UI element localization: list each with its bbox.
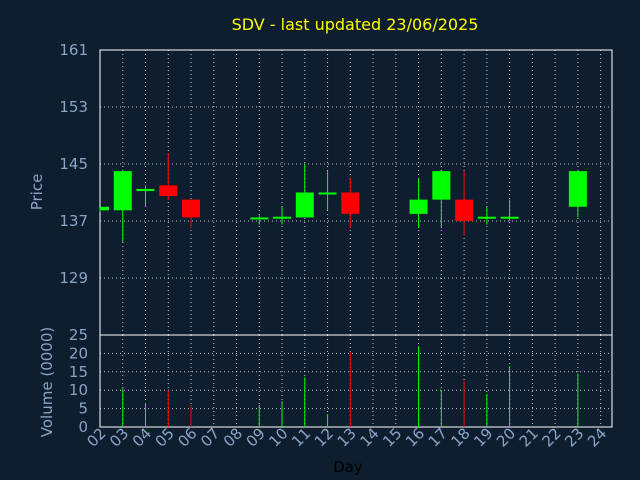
candle-11 — [295, 164, 314, 218]
candlestick-series — [99, 153, 587, 243]
candle-16 — [409, 178, 428, 229]
candle-body — [136, 188, 155, 192]
candle-10 — [273, 206, 292, 225]
price-tick-label: 129 — [59, 269, 88, 287]
volume-axis-label: Volume (0000) — [38, 327, 56, 437]
candle-body — [250, 217, 269, 220]
candle-03 — [113, 171, 132, 243]
candle-body — [500, 216, 519, 219]
candle-06 — [182, 199, 201, 229]
candle-19 — [477, 206, 496, 225]
volume-tick-label: 0 — [78, 418, 88, 436]
candle-body — [159, 185, 178, 197]
candle-02 — [99, 206, 109, 212]
price-axis-label: Price — [28, 174, 46, 211]
volume-tick-label: 5 — [78, 400, 88, 418]
candle-body — [182, 199, 201, 218]
candle-23 — [568, 171, 587, 218]
candle-body — [318, 192, 337, 195]
candle-09 — [250, 215, 269, 225]
candle-20 — [500, 199, 519, 221]
price-gridlines — [100, 50, 612, 335]
price-tick-label: 137 — [59, 212, 88, 230]
candle-body — [568, 171, 587, 207]
candle-body — [477, 216, 496, 219]
day-tick-label: 24 — [584, 424, 610, 450]
candle-body — [295, 192, 314, 218]
price-axis-ticks: 161 153 145 137 129 — [59, 41, 88, 287]
volume-series — [122, 346, 579, 427]
candle-body — [273, 216, 292, 219]
candle-13 — [341, 178, 360, 229]
price-tick-label: 145 — [59, 155, 88, 173]
volume-tick-label: 15 — [69, 363, 88, 381]
price-tick-label: 153 — [59, 98, 88, 116]
candle-05 — [159, 153, 178, 200]
candle-body — [100, 206, 109, 211]
candle-body — [409, 199, 428, 214]
candle-body — [341, 192, 360, 214]
volume-panel — [99, 334, 613, 428]
candle-12 — [318, 171, 337, 211]
price-tick-label: 161 — [59, 41, 88, 59]
candle-body — [113, 171, 132, 211]
day-axis-ticks: 0203040506070809101112131415161718192021… — [83, 424, 610, 450]
candle-04 — [136, 185, 155, 207]
candle-body — [432, 171, 451, 200]
day-axis-label: Day — [333, 458, 363, 476]
volume-tick-label: 25 — [69, 326, 88, 344]
candle-17 — [432, 171, 451, 229]
chart-title: SDV - last updated 23/06/2025 — [232, 15, 479, 34]
volume-tick-label: 20 — [69, 344, 88, 362]
candle-body — [455, 199, 474, 221]
candle-18 — [455, 171, 474, 236]
volume-tick-label: 10 — [69, 381, 88, 399]
